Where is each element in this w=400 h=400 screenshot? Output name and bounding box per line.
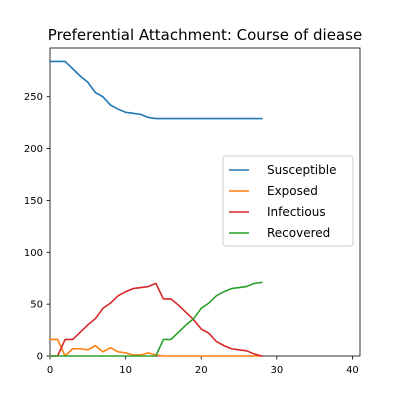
series-line-recovered bbox=[49, 281, 263, 357]
series-lines bbox=[49, 60, 263, 357]
legend-label-recovered: Recovered bbox=[267, 226, 330, 240]
y-tick-label: 150 bbox=[24, 196, 43, 207]
y-tick-label: 200 bbox=[24, 144, 43, 155]
legend-box bbox=[222, 155, 354, 247]
x-tick-label: 10 bbox=[119, 365, 132, 376]
x-tick-label: 20 bbox=[195, 365, 208, 376]
chart-title: Preferential Attachment: Course of dieas… bbox=[48, 26, 362, 44]
x-tick-label: 40 bbox=[346, 365, 359, 376]
series-line-susceptible bbox=[49, 60, 263, 120]
legend: Susceptible Exposed Infectious Recovered bbox=[222, 155, 354, 247]
legend-label-exposed: Exposed bbox=[267, 184, 318, 198]
x-tick-label: 0 bbox=[47, 365, 53, 376]
legend-label-susceptible: Susceptible bbox=[267, 163, 336, 177]
x-tick-label: 30 bbox=[270, 365, 283, 376]
y-tick-label: 50 bbox=[30, 300, 43, 311]
y-tick-label: 100 bbox=[24, 248, 43, 259]
y-tick-label: 0 bbox=[37, 352, 43, 363]
series-line-infectious bbox=[49, 282, 263, 357]
legend-label-infectious: Infectious bbox=[267, 205, 326, 219]
y-tick-label: 250 bbox=[24, 92, 43, 103]
